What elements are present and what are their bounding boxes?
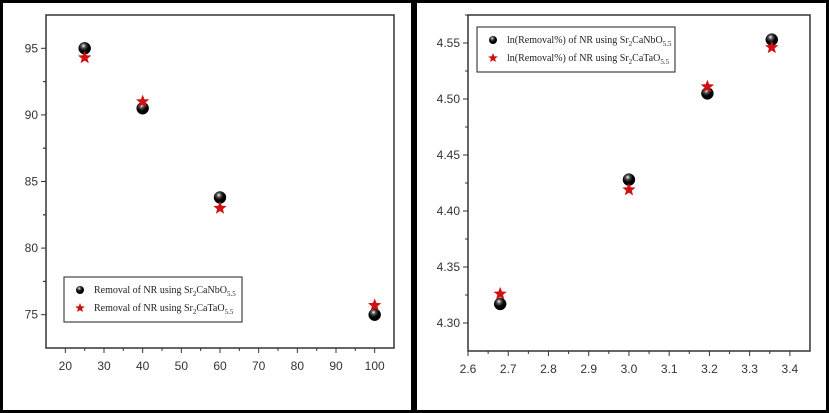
x-tick-label: 3.0 bbox=[621, 362, 638, 376]
legend-text-part: CaNbO bbox=[196, 285, 227, 296]
legend-sphere-icon bbox=[76, 286, 84, 294]
data-point-star bbox=[493, 286, 507, 300]
data-point-star bbox=[136, 94, 150, 108]
legend-text-part: ln(Removal%) of NR using Sr bbox=[507, 35, 629, 46]
y-tick-label: 4.35 bbox=[437, 260, 461, 274]
legend-star-icon bbox=[75, 303, 85, 312]
legend-text-part: CaTaO bbox=[632, 53, 660, 64]
legend-text-part: CaNbO bbox=[632, 35, 663, 46]
data-point-sphere bbox=[368, 308, 381, 321]
y-tick-label: 95 bbox=[25, 41, 39, 55]
legend-sphere-icon bbox=[489, 36, 497, 44]
data-point-star bbox=[765, 40, 779, 54]
data-point-star bbox=[368, 298, 382, 311]
legend-entry: Removal of NR using Sr2CaNbO5.5 bbox=[94, 285, 236, 298]
chart-removal-vs-temperature: 20 30 40 50 60 70 80 90 100 75 80 85 90 95 Removal of … bbox=[25, 14, 395, 373]
x-tick-label: 20 bbox=[59, 359, 73, 373]
x-tick-label: 3.1 bbox=[661, 362, 678, 376]
data-point-star bbox=[213, 201, 227, 214]
y-tick-label: 90 bbox=[25, 108, 39, 122]
legend-text-part: CaTaO bbox=[196, 303, 224, 314]
y-tick-label: 75 bbox=[25, 308, 39, 322]
x-tick-label: 2.8 bbox=[540, 362, 557, 376]
y-tick-label: 4.55 bbox=[437, 36, 461, 50]
data-point-sphere bbox=[493, 297, 507, 311]
y-tick-label: 80 bbox=[25, 241, 39, 255]
legend-text-part: 2 bbox=[629, 40, 633, 48]
x-tick-label: 2.6 bbox=[460, 362, 477, 376]
legend-box bbox=[63, 276, 243, 323]
legend-text-part: 5.5 bbox=[227, 290, 236, 298]
x-tick-label: 3.4 bbox=[782, 362, 799, 376]
legend-text-part: Removal of NR using Sr bbox=[94, 285, 194, 296]
x-tick-label: 50 bbox=[175, 359, 189, 373]
legend-entry: ln(Removal%) of NR using Sr2CaNbO5.5 bbox=[507, 35, 672, 48]
legend-entry: Removal of NR using Sr2CaTaO5.5 bbox=[94, 303, 234, 316]
x-tick-label: 3.2 bbox=[701, 362, 718, 376]
data-point-star bbox=[700, 79, 715, 93]
chart-ln-removal-vs-inverse-temperature: 2.6 2.7 2.8 2.9 3.0 3.1 3.2 3.3 3.4 4.30 4.35 4.40 4… bbox=[437, 14, 811, 376]
legend-text-part: Removal of NR using Sr bbox=[94, 303, 194, 314]
data-point-star bbox=[78, 50, 92, 64]
x-tick-label: 2.7 bbox=[500, 362, 517, 376]
legend-text-part: 2 bbox=[193, 290, 197, 298]
x-tick-label: 3.3 bbox=[741, 362, 758, 376]
legend-text-part: ln(Removal%) of NR using Sr bbox=[507, 53, 629, 64]
x-tick-label: 80 bbox=[291, 359, 305, 373]
x-tick-label: 70 bbox=[252, 359, 266, 373]
legend-text-part: 5.5 bbox=[663, 40, 672, 48]
x-tick-label: 90 bbox=[329, 359, 343, 373]
x-tick-label: 40 bbox=[136, 359, 150, 373]
left-panel bbox=[3, 3, 411, 410]
x-tick-label: 2.9 bbox=[580, 362, 597, 376]
legend-box bbox=[476, 26, 676, 73]
legend-text-part: 5.5 bbox=[660, 58, 669, 66]
y-tick-label: 4.40 bbox=[437, 204, 461, 218]
data-point-star bbox=[622, 182, 636, 196]
legend-star-icon bbox=[488, 53, 498, 62]
x-tick-label: 60 bbox=[213, 359, 227, 373]
legend-text-part: 2 bbox=[193, 308, 197, 316]
x-tick-label: 100 bbox=[365, 359, 385, 373]
y-tick-label: 4.45 bbox=[437, 148, 461, 162]
y-tick-label: 85 bbox=[25, 175, 39, 189]
legend-entry: ln(Removal%) of NR using Sr2CaTaO5.5 bbox=[507, 53, 670, 66]
x-tick-label: 30 bbox=[97, 359, 111, 373]
legend-text-part: 5.5 bbox=[225, 308, 234, 316]
y-tick-label: 4.50 bbox=[437, 92, 461, 106]
y-tick-label: 4.30 bbox=[437, 316, 461, 330]
legend-text-part: 2 bbox=[629, 58, 633, 66]
